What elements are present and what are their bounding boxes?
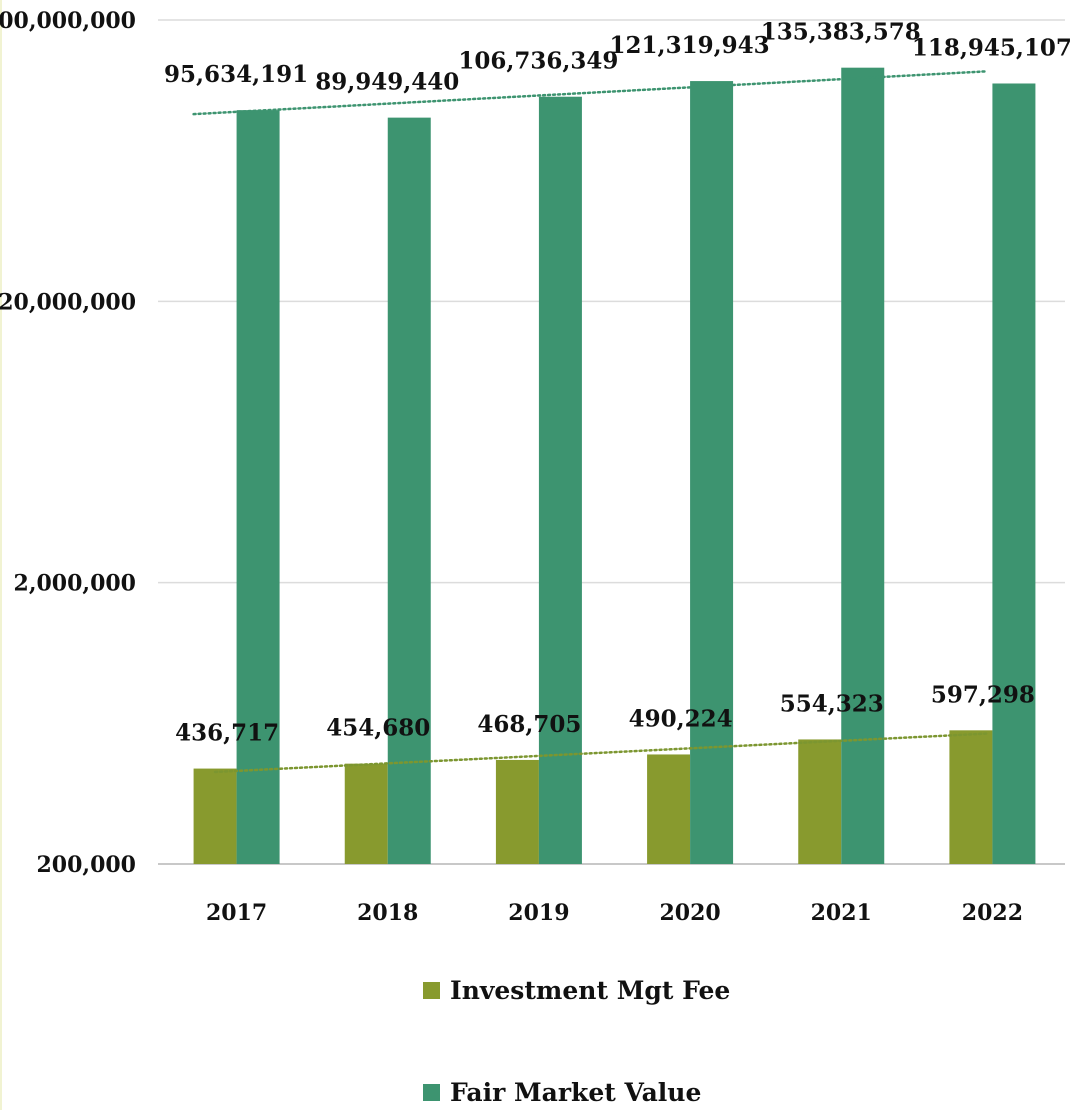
data-label-investment-mgt-fee-2017: 436,717 xyxy=(175,720,279,747)
legend-item-investment-mgt-fee[interactable]: Investment Mgt Fee xyxy=(423,976,730,1005)
data-label-investment-mgt-fee-2018: 454,680 xyxy=(326,715,430,742)
y-tick-label: 200,000,000 xyxy=(0,8,136,34)
data-labels: 436,717 454,680 468,705 490,224 554,323 597,2… xyxy=(164,19,1072,747)
x-tick-label-2018: 2018 xyxy=(357,900,418,926)
x-tick-label-2017: 2017 xyxy=(206,900,267,926)
data-label-investment-mgt-fee-2019: 468,705 xyxy=(477,711,581,738)
trendlines xyxy=(192,70,990,774)
legend-swatch-investment-mgt-fee xyxy=(423,982,440,999)
bar-fair-market-value-2022 xyxy=(992,83,1036,865)
bar-investment-mgt-fee-2017 xyxy=(193,768,237,864)
data-label-investment-mgt-fee-2022: 597,298 xyxy=(931,681,1035,708)
y-axis-tick-labels: 200,000 2,000,000 20,000,000 200,000,000 xyxy=(0,8,136,878)
left-border xyxy=(0,0,2,1110)
x-tick-label-2020: 2020 xyxy=(659,900,720,926)
legend-item-fair-market-value[interactable]: Fair Market Value xyxy=(423,1078,701,1107)
bar-investment-mgt-fee-2021 xyxy=(798,739,842,864)
data-label-fair-market-value-2019: 106,736,349 xyxy=(458,48,618,75)
y-tick-label: 2,000,000 xyxy=(14,571,136,597)
bar-investment-mgt-fee-2022 xyxy=(949,730,993,864)
trendline-investment-mgt-fee xyxy=(213,732,990,774)
legend-swatch-fair-market-value xyxy=(423,1084,440,1101)
data-label-fair-market-value-2020: 121,319,943 xyxy=(610,32,770,59)
bars xyxy=(193,67,1036,865)
data-label-fair-market-value-2022: 118,945,107 xyxy=(912,34,1072,61)
x-tick-label-2019: 2019 xyxy=(508,900,569,926)
legend-label-investment-mgt-fee: Investment Mgt Fee xyxy=(450,976,730,1005)
data-label-fair-market-value-2021: 135,383,578 xyxy=(761,19,921,46)
y-tick-label: 20,000,000 xyxy=(0,289,136,315)
trendline-fair-market-value xyxy=(192,70,986,116)
bar-investment-mgt-fee-2020 xyxy=(647,754,691,864)
bar-investment-mgt-fee-2019 xyxy=(495,759,539,864)
data-label-investment-mgt-fee-2020: 490,224 xyxy=(629,705,733,732)
data-label-fair-market-value-2017: 95,634,191 xyxy=(164,61,308,88)
bar-fair-market-value-2021 xyxy=(841,67,885,864)
data-label-investment-mgt-fee-2021: 554,323 xyxy=(780,690,884,717)
bar-fair-market-value-2018 xyxy=(387,117,431,865)
gridlines xyxy=(158,19,1065,865)
x-tick-label-2022: 2022 xyxy=(962,900,1023,926)
x-tick-label-2021: 2021 xyxy=(811,900,872,926)
bar-fair-market-value-2020 xyxy=(690,81,734,865)
data-label-fair-market-value-2018: 89,949,440 xyxy=(315,69,459,96)
bar-fair-market-value-2017 xyxy=(236,110,280,865)
bar-investment-mgt-fee-2018 xyxy=(344,763,388,864)
bar-fair-market-value-2019 xyxy=(538,96,582,865)
legend-label-fair-market-value: Fair Market Value xyxy=(450,1078,701,1107)
legend: Investment Mgt Fee Fair Market Value xyxy=(423,976,730,1107)
y-tick-label: 200,000 xyxy=(36,852,136,878)
x-axis-tick-labels: 2017 2018 2019 2020 2021 2022 xyxy=(206,900,1023,926)
